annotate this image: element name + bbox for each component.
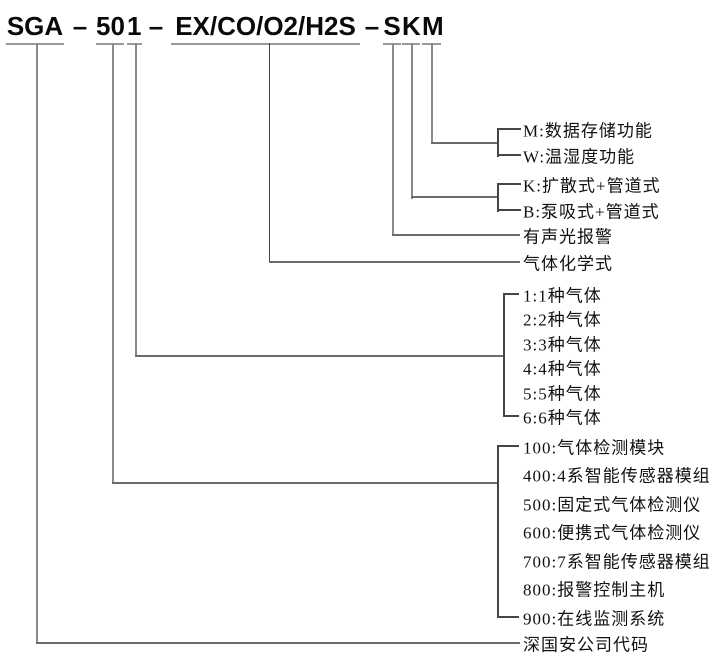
label-series-900: 900:在线监测系统 — [523, 609, 666, 629]
label-series-600: 600:便携式气体检测仪 — [523, 523, 702, 543]
label-k-option: K:扩散式+管道式 — [523, 176, 661, 196]
label-gas-count-6: 6:6种气体 — [523, 408, 602, 428]
label-m-option: M:数据存储功能 — [523, 121, 653, 141]
label-series-400: 400:4系智能传感器模组 — [523, 466, 711, 486]
label-w-option: W:温湿度功能 — [523, 147, 636, 167]
code-series-digits: 50 — [96, 11, 125, 45]
line-series-drop — [112, 43, 114, 484]
bracket-mw-spine — [497, 128, 499, 157]
code-gas-count-digit: 1 — [127, 11, 142, 45]
label-gas-count-3: 3:3种气体 — [523, 335, 602, 355]
bracket-kb-tick-top — [497, 183, 521, 185]
code-separator-2: – — [148, 11, 164, 41]
label-company-code: 深国安公司代码 — [523, 635, 649, 655]
line-option-s-drop — [392, 43, 394, 236]
line-alarm-horizontal — [392, 234, 520, 236]
line-gas-list-horizontal — [269, 261, 520, 263]
label-b-option: B:泵吸式+管道式 — [523, 202, 660, 222]
label-sound-light-alarm: 有声光报警 — [523, 227, 613, 247]
code-option-m: M — [422, 11, 444, 45]
label-gas-count-5: 5:5种气体 — [523, 384, 602, 404]
code-separator-3: – — [364, 11, 380, 41]
line-company-prefix-drop — [36, 43, 38, 644]
label-gas-chemical-type: 气体化学式 — [523, 254, 613, 274]
line-option-k-horizontal — [411, 196, 499, 198]
label-series-800: 800:报警控制主机 — [523, 580, 666, 600]
bracket-series-tick-bottom — [497, 616, 519, 618]
line-series-horizontal — [112, 482, 499, 484]
bracket-gas-count-spine — [503, 293, 505, 417]
line-company-horizontal — [36, 642, 520, 644]
line-gas-list-drop — [269, 43, 270, 263]
line-option-k-drop — [411, 43, 413, 199]
label-series-700: 700:7系智能传感器模组 — [523, 552, 711, 572]
label-gas-count-4: 4:4种气体 — [523, 359, 602, 379]
label-series-500: 500:固定式气体检测仪 — [523, 495, 702, 515]
bracket-series-tick-top — [497, 445, 519, 447]
label-series-100: 100:气体检测模块 — [523, 438, 666, 458]
line-gas-count-horizontal — [135, 355, 504, 357]
label-gas-count-1: 1:1种气体 — [523, 286, 602, 306]
code-option-k: K — [402, 11, 421, 45]
code-gas-list: EX/CO/O2/H2S — [171, 11, 360, 45]
line-option-m-horizontal — [431, 142, 499, 144]
bracket-kb-spine — [497, 183, 499, 212]
bracket-series-spine — [497, 445, 499, 618]
code-company-prefix: SGA — [6, 11, 64, 45]
code-separator-1: – — [72, 11, 88, 41]
label-gas-count-2: 2:2种气体 — [523, 310, 602, 330]
line-option-m-drop — [431, 43, 433, 144]
bracket-gas-count-tick-top — [503, 293, 519, 295]
line-gas-count-drop — [135, 43, 137, 357]
bracket-gas-count-tick-bottom — [503, 415, 519, 417]
code-option-s: S — [383, 11, 401, 45]
bracket-mw-tick-top — [497, 128, 521, 130]
bracket-kb-tick-bottom — [497, 209, 521, 211]
bracket-mw-tick-bottom — [497, 154, 521, 156]
